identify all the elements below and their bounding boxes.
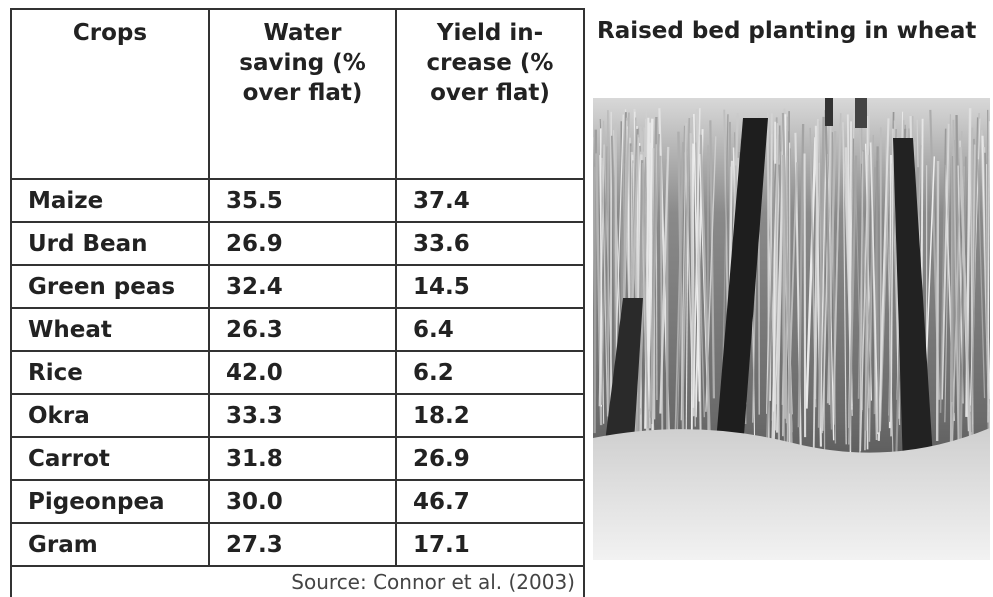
crop-cell: Carrot [11, 437, 209, 480]
value-cell: 30.0 [209, 480, 396, 523]
value-cell: 26.9 [209, 222, 396, 265]
value-cell: 42.0 [209, 351, 396, 394]
value-cell: 33.3 [209, 394, 396, 437]
value-cell: 14.5 [396, 265, 584, 308]
value-cell: 18.2 [396, 394, 584, 437]
column-header: Water saving (% over flat) [209, 9, 396, 179]
crop-cell: Pigeonpea [11, 480, 209, 523]
crop-cell: Wheat [11, 308, 209, 351]
value-cell: 6.4 [396, 308, 584, 351]
stalk [952, 156, 953, 402]
stalk [937, 161, 938, 441]
column-header: Crops [11, 9, 209, 179]
crop-cell: Gram [11, 523, 209, 566]
column-header: Yield in- crease (% over flat) [396, 9, 584, 179]
crop-cell: Okra [11, 394, 209, 437]
value-cell: 35.5 [209, 179, 396, 222]
source-row: Source: Connor et al. (2003) [11, 566, 584, 597]
crop-cell: Urd Bean [11, 222, 209, 265]
value-cell: 6.2 [396, 351, 584, 394]
value-cell: 32.4 [209, 265, 396, 308]
value-cell: 26.3 [209, 308, 396, 351]
crop-cell: Rice [11, 351, 209, 394]
figure-title: Raised bed planting in wheat [597, 18, 976, 44]
value-cell: 31.8 [209, 437, 396, 480]
value-cell: 46.7 [396, 480, 584, 523]
value-cell: 26.9 [396, 437, 584, 480]
value-cell: 33.6 [396, 222, 584, 265]
value-cell: 37.4 [396, 179, 584, 222]
value-cell: 27.3 [209, 523, 396, 566]
stalk [805, 153, 806, 437]
wheat-photo [593, 98, 990, 560]
value-cell: 17.1 [396, 523, 584, 566]
crop-cell: Maize [11, 179, 209, 222]
source-cell: Source: Connor et al. (2003) [11, 566, 584, 597]
crop-cell: Green peas [11, 265, 209, 308]
